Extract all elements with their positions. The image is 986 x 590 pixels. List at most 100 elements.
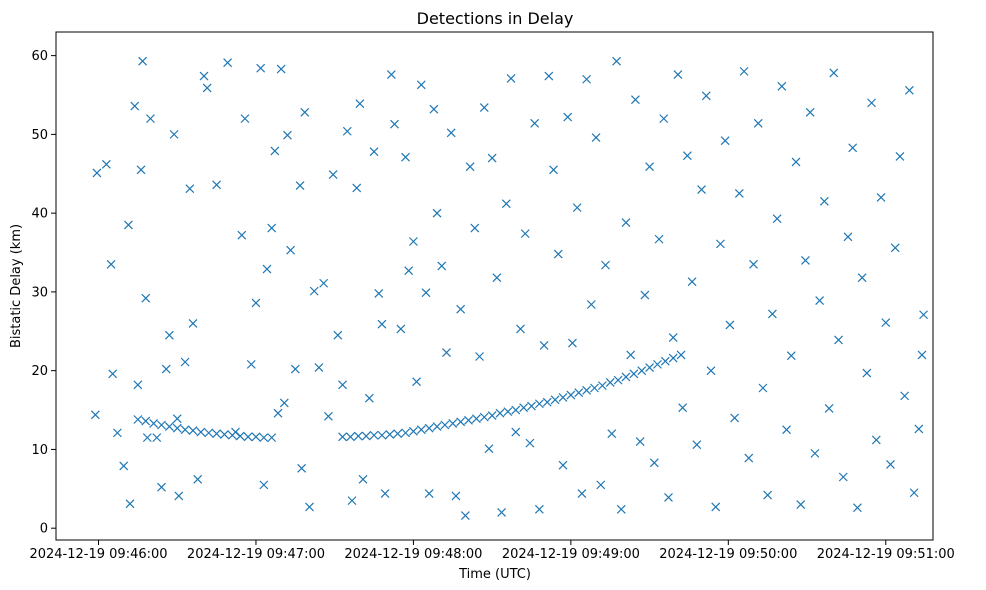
- data-point-track-2-0: [338, 432, 347, 442]
- data-point-clutter-71: [401, 152, 410, 162]
- data-point-track-2-13: [440, 420, 450, 430]
- data-point-clutter-138: [711, 502, 721, 512]
- data-point-clutter-70: [396, 324, 406, 334]
- data-point-clutter-95: [506, 74, 516, 83]
- data-point-clutter-62: [358, 474, 368, 484]
- data-point-clutter-42: [276, 64, 286, 74]
- data-point-clutter-104: [549, 165, 558, 175]
- data-point-clutter-13: [141, 293, 151, 303]
- data-point-clutter-94: [501, 199, 511, 209]
- data-point-track-2-5: [377, 430, 387, 440]
- data-point-clutter-97: [516, 324, 525, 334]
- data-point-clutter-50: [305, 502, 314, 512]
- data-point-track-2-2: [353, 431, 363, 441]
- data-point-clutter-175: [886, 459, 895, 469]
- data-point-clutter-177: [895, 152, 905, 161]
- data-point-clutter-158: [805, 107, 815, 117]
- data-point-track-2-17: [471, 414, 481, 424]
- y-tick-label: 20: [31, 364, 48, 379]
- data-point-clutter-127: [659, 114, 669, 124]
- data-point-clutter-121: [630, 95, 640, 105]
- data-point-track-2-23: [519, 403, 529, 413]
- data-point-clutter-88: [475, 352, 484, 361]
- data-point-clutter-63: [364, 393, 374, 403]
- data-point-clutter-27: [199, 71, 209, 81]
- data-point-clutter-79: [432, 208, 442, 218]
- data-point-clutter-65: [374, 289, 384, 298]
- data-point-clutter-25: [188, 318, 198, 328]
- data-point-clutter-17: [157, 482, 166, 492]
- data-point-clutter-133: [687, 277, 697, 287]
- data-point-clutter-38: [262, 264, 272, 274]
- data-point-clutter-86: [465, 162, 475, 172]
- data-point-clutter-174: [881, 318, 891, 328]
- y-tick-label: 30: [31, 285, 48, 300]
- data-point-clutter-77: [424, 489, 434, 498]
- y-axis-ticks: 0 10 20 30 40 50 60: [31, 49, 56, 537]
- data-point-clutter-18: [161, 364, 171, 374]
- data-point-clutter-11: [136, 165, 146, 175]
- x-tick-label: 2024-12-19 09:50:00: [659, 547, 797, 562]
- y-axis-label: Bistatic Delay (km): [9, 224, 24, 348]
- data-point-clutter-73: [408, 237, 418, 246]
- data-point-clutter-96: [511, 427, 521, 437]
- data-point-clutter-125: [649, 458, 659, 468]
- data-point-clutter-34: [246, 359, 256, 369]
- data-point-clutter-147: [753, 118, 763, 128]
- data-point-clutter-176: [890, 243, 900, 253]
- data-point-clutter-101: [534, 504, 544, 514]
- data-point-clutter-12: [138, 56, 148, 66]
- y-tick-label: 10: [31, 443, 48, 458]
- data-point-track-1-3: [157, 420, 166, 430]
- y-tick-label: 50: [31, 128, 48, 143]
- data-point-track-2-39: [645, 363, 655, 372]
- data-point-clutter-44: [283, 130, 292, 140]
- data-point-clutter-32: [237, 230, 247, 240]
- data-point-clutter-72: [404, 266, 414, 276]
- data-point-clutter-83: [451, 491, 461, 501]
- data-point-clutter-93: [497, 508, 507, 517]
- x-axis-label: Time (UTC): [458, 567, 531, 582]
- data-point-clutter-36: [256, 63, 266, 73]
- data-point-track-2-36: [621, 372, 631, 382]
- data-point-clutter-141: [725, 320, 735, 330]
- data-point-clutter-99: [525, 438, 535, 448]
- data-point-clutter-109: [572, 203, 582, 213]
- data-point-clutter-6: [119, 461, 129, 471]
- y-tick-label: 40: [31, 207, 48, 222]
- data-point-clutter-9: [130, 101, 140, 111]
- data-point-track-2-4: [369, 430, 379, 440]
- data-point-clutter-171: [867, 98, 877, 108]
- data-point-clutter-43: [279, 398, 289, 408]
- data-point-clutter-100: [530, 118, 540, 128]
- data-point-clutter-130: [673, 70, 683, 79]
- y-tick-label: 60: [31, 49, 48, 64]
- data-point-clutter-64: [369, 147, 379, 157]
- data-point-clutter-182: [917, 350, 927, 360]
- data-point-clutter-154: [786, 351, 796, 361]
- data-point-clutter-16: [152, 433, 162, 443]
- data-point-clutter-164: [834, 335, 843, 345]
- x-tick-label: 2024-12-19 09:51:00: [817, 547, 955, 562]
- data-point-clutter-59: [347, 496, 357, 506]
- data-point-clutter-113: [591, 133, 601, 142]
- data-point-clutter-4: [108, 369, 118, 379]
- data-point-clutter-15: [146, 114, 155, 124]
- data-point-track-2-22: [511, 405, 521, 415]
- data-point-clutter-51: [309, 286, 319, 296]
- data-point-clutter-179: [904, 85, 914, 95]
- data-point-track-2-31: [582, 385, 592, 395]
- data-point-track-2-41: [660, 356, 670, 366]
- data-point-clutter-137: [706, 366, 716, 376]
- data-point-clutter-126: [654, 234, 664, 244]
- data-point-clutter-135: [697, 185, 706, 194]
- data-point-clutter-170: [862, 368, 872, 378]
- data-point-clutter-180: [909, 488, 919, 498]
- data-point-clutter-116: [607, 429, 617, 439]
- data-point-clutter-81: [442, 348, 451, 357]
- x-tick-label: 2024-12-19 09:48:00: [344, 547, 482, 562]
- data-point-clutter-56: [333, 330, 343, 340]
- data-point-clutter-146: [749, 259, 758, 269]
- data-point-track-2-3: [361, 431, 371, 441]
- data-point-track-2-40: [653, 359, 662, 369]
